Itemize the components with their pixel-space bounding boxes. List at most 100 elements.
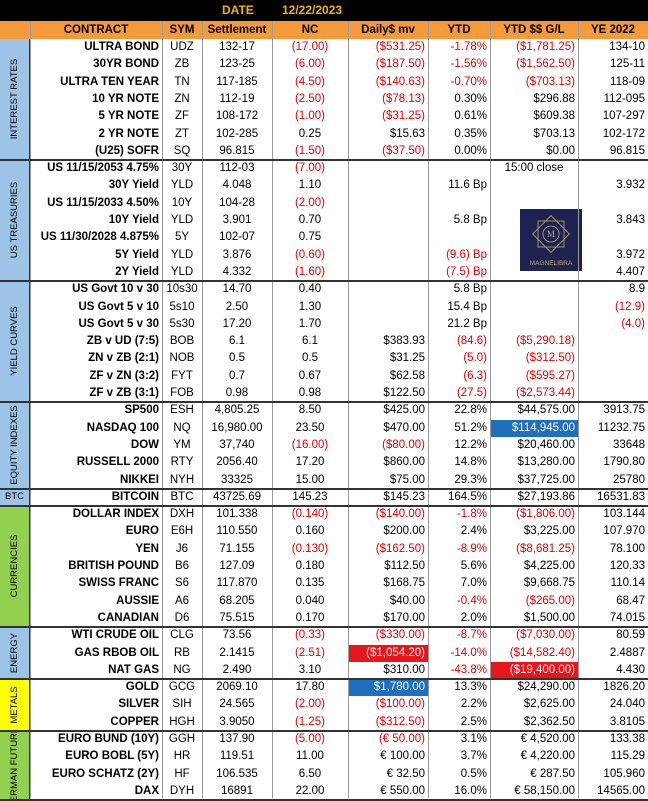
- cell-nc[interactable]: (6.00): [294, 58, 326, 71]
- cell-ytd-gl[interactable]: ($1,562.50): [516, 58, 575, 71]
- cell-ye-2022[interactable]: 2.4887: [609, 646, 645, 659]
- cell-sym[interactable]: RB: [174, 646, 190, 659]
- cell-ye-2022[interactable]: 4.407: [616, 265, 645, 278]
- cell-ye-2022[interactable]: [578, 160, 648, 177]
- cell-nc[interactable]: (4.50): [294, 75, 326, 88]
- cell-nc[interactable]: (1.50): [294, 144, 326, 157]
- cell-ytd-gl[interactable]: € 58,150.00: [514, 784, 575, 797]
- cell-ye-2022[interactable]: 125-11: [610, 58, 645, 71]
- cell-daily-mv[interactable]: $200.00: [383, 525, 425, 538]
- cell-ye-2022[interactable]: 80.59: [616, 629, 645, 642]
- cell-nc[interactable]: (1.00): [294, 110, 326, 123]
- cell-contract[interactable]: SILVER: [118, 698, 159, 711]
- cell-settlement[interactable]: 71.155: [219, 542, 255, 555]
- cell-nc[interactable]: 0.25: [298, 127, 322, 140]
- cell-nc[interactable]: 6.1: [302, 335, 318, 348]
- cell-ye-2022[interactable]: 3.932: [616, 179, 645, 192]
- cell-nc[interactable]: 0.98: [298, 387, 322, 399]
- cell-nc[interactable]: (5.00): [294, 733, 326, 745]
- cell-sym[interactable]: B6: [174, 560, 190, 572]
- cell-nc[interactable]: 145.23: [292, 490, 328, 503]
- cell-settlement[interactable]: 132-17: [219, 41, 255, 53]
- cell-ye-2022[interactable]: 24.040: [609, 698, 645, 711]
- cell-ye-2022[interactable]: 68.47: [616, 594, 645, 607]
- cell-ytd-gl[interactable]: $24,290.00: [517, 681, 575, 694]
- cell-contract[interactable]: COPPER: [110, 715, 159, 728]
- cell-ytd[interactable]: 0.00%: [454, 144, 487, 157]
- cell-ytd[interactable]: -14.0%: [450, 646, 487, 659]
- cell-contract[interactable]: BITCOIN: [111, 490, 159, 503]
- cell-ytd-gl[interactable]: 15:00 close: [504, 162, 564, 175]
- cell-contract[interactable]: RUSSELL 2000: [76, 456, 159, 469]
- cell-sym[interactable]: ZB: [174, 58, 190, 71]
- cell-sym[interactable]: S6: [174, 577, 190, 590]
- cell-nc[interactable]: 3.10: [298, 663, 322, 676]
- cell-nc[interactable]: (1.25): [294, 715, 326, 728]
- cell-daily-mv[interactable]: [348, 212, 428, 229]
- cell-daily-mv[interactable]: [348, 177, 428, 194]
- cell-nc[interactable]: 0.135: [295, 577, 325, 590]
- cell-ytd-gl[interactable]: $0.00: [546, 144, 575, 157]
- cell-nc[interactable]: (0.130): [291, 542, 329, 555]
- cell-settlement[interactable]: 73.56: [222, 629, 252, 642]
- cell-contract[interactable]: 5Y Yield: [115, 248, 159, 261]
- cell-contract[interactable]: CANADIAN: [97, 611, 159, 624]
- cell-daily-mv[interactable]: ($37.50): [382, 144, 425, 157]
- cell-sym[interactable]: E6H: [170, 525, 194, 538]
- cell-ye-2022[interactable]: 96.815: [609, 144, 645, 157]
- cell-ytd-gl[interactable]: ($312.50): [525, 352, 575, 365]
- cell-contract[interactable]: 5 YR NOTE: [98, 110, 160, 123]
- cell-contract[interactable]: BRITISH POUND: [68, 560, 159, 572]
- cell-ytd-gl[interactable]: ($1,781.25): [516, 41, 575, 53]
- cell-ye-2022[interactable]: 103.144: [603, 508, 645, 521]
- cell-daily-mv[interactable]: $383.93: [383, 335, 425, 348]
- cell-sym[interactable]: ZN: [174, 92, 190, 105]
- cell-ytd[interactable]: -0.4%: [456, 594, 487, 607]
- cell-daily-mv[interactable]: ($78.13): [382, 92, 425, 105]
- cell-ytd[interactable]: -8.7%: [456, 629, 487, 642]
- cell-sym[interactable]: J6: [175, 542, 189, 555]
- cell-contract[interactable]: US Govt 5 v 30: [78, 317, 159, 330]
- cell-ytd[interactable]: 15.4 Bp: [447, 300, 487, 313]
- cell-contract[interactable]: ULTRA TEN YEAR: [60, 75, 159, 88]
- cell-sym[interactable]: NG: [173, 663, 191, 676]
- cell-ytd[interactable]: (84.6): [456, 335, 487, 348]
- cell-settlement[interactable]: 75.515: [219, 611, 255, 624]
- cell-settlement[interactable]: 2056.40: [216, 456, 258, 469]
- cell-ytd[interactable]: 16.0%: [454, 784, 487, 797]
- cell-daily-mv[interactable]: € 100.00: [380, 750, 425, 763]
- cell-settlement[interactable]: 4.332: [222, 265, 252, 278]
- cell-ytd-gl[interactable]: € 4,520.00: [520, 733, 575, 745]
- cell-sym[interactable]: GGH: [168, 733, 196, 745]
- cell-sym[interactable]: A6: [174, 594, 190, 607]
- cell-settlement[interactable]: 16891: [221, 784, 253, 797]
- cell-contract[interactable]: US Govt 10 v 30: [72, 283, 159, 296]
- cell-ytd[interactable]: (5.0): [463, 352, 487, 365]
- cell-settlement[interactable]: 106.535: [216, 767, 258, 780]
- cell-ytd-gl[interactable]: [490, 316, 578, 333]
- cell-nc[interactable]: 11.00: [296, 750, 324, 763]
- cell-daily-mv[interactable]: [348, 247, 428, 264]
- cell-ytd-gl[interactable]: € 287.50: [530, 767, 575, 780]
- cell-ytd-gl[interactable]: $609.38: [533, 110, 575, 123]
- col-ytd-gl[interactable]: YTD $$ G/L: [503, 24, 565, 36]
- cell-ytd[interactable]: 2.4%: [460, 525, 487, 538]
- cell-ytd[interactable]: 5.6%: [460, 560, 487, 572]
- cell-ytd-gl[interactable]: $44,575.00: [517, 404, 575, 417]
- cell-nc[interactable]: 17.20: [295, 456, 325, 469]
- cell-daily-mv[interactable]: $310.00: [383, 663, 425, 676]
- cell-daily-mv[interactable]: [348, 316, 428, 333]
- cell-settlement[interactable]: 43725.69: [213, 490, 261, 503]
- cell-sym[interactable]: YLD: [170, 248, 194, 261]
- cell-daily-mv[interactable]: $470.00: [383, 421, 425, 434]
- cell-ytd-gl[interactable]: ($14,582.40): [509, 646, 575, 659]
- cell-ye-2022[interactable]: 112-095: [603, 92, 645, 105]
- cell-ytd-gl[interactable]: $13,280.00: [517, 456, 575, 469]
- col-ytd[interactable]: YTD: [447, 24, 471, 36]
- cell-nc[interactable]: 0.180: [295, 560, 325, 572]
- cell-ytd[interactable]: 12.2%: [454, 438, 487, 451]
- cell-settlement[interactable]: 3.901: [222, 214, 252, 226]
- cell-sym[interactable]: 5s10: [169, 300, 195, 313]
- cell-ye-2022[interactable]: 11232.75: [597, 421, 645, 434]
- cell-nc[interactable]: 0.170: [295, 611, 325, 624]
